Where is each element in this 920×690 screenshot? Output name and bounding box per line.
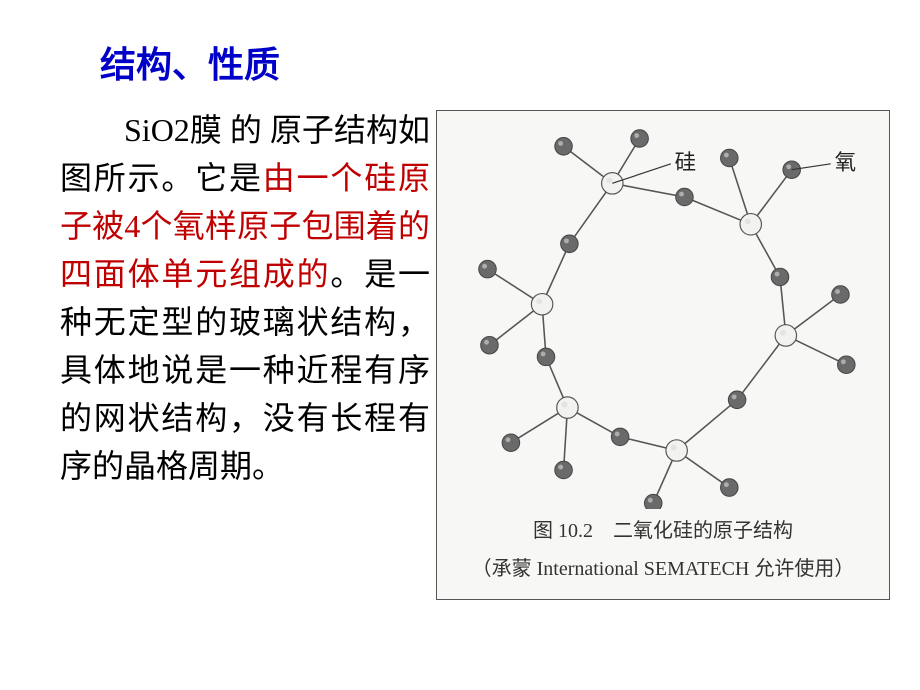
silicon-atom (775, 325, 796, 346)
oxygen-atom (832, 286, 850, 304)
oxygen-atom (644, 494, 662, 509)
slide: 结构、性质 SiO2膜 的 原子结构如图所示。它是由一个硅原子被4个氧样原子包围… (0, 0, 920, 690)
content-row: SiO2膜 的 原子结构如图所示。它是由一个硅原子被4个氧样原子包围着的四面体单… (60, 106, 890, 600)
figure-caption-1: 图 10.2 二氧化硅的原子结构 (445, 515, 881, 547)
oxygen-atom (555, 461, 573, 479)
oxygen-atom (771, 268, 789, 286)
oxygen-atom (555, 138, 573, 156)
silicon-atom (666, 440, 687, 461)
slide-title: 结构、性质 (100, 36, 890, 88)
body-paragraph: SiO2膜 的 原子结构如图所示。它是由一个硅原子被4个氧样原子包围着的四面体单… (60, 106, 430, 490)
sio2-svg: 硅氧 (445, 119, 881, 509)
text-column: SiO2膜 的 原子结构如图所示。它是由一个硅原子被4个氧样原子包围着的四面体单… (60, 106, 430, 490)
oxygen-atom (631, 130, 649, 148)
oxygen-atom (479, 260, 497, 278)
sio2-diagram: 硅氧 (445, 119, 881, 509)
oxygen-atom (676, 188, 694, 206)
oxygen-atom (721, 149, 739, 167)
silicon-atom (557, 397, 578, 418)
label-oxygen: 氧 (835, 151, 856, 175)
oxygen-atom (721, 479, 739, 497)
oxygen-atom (611, 428, 629, 446)
label-silicon: 硅 (675, 151, 696, 175)
oxygen-atom (502, 434, 520, 452)
oxygen-atom (783, 161, 801, 179)
oxygen-atom (481, 336, 499, 354)
silicon-atom (740, 214, 761, 235)
oxygen-atom (728, 391, 746, 409)
oxygen-atom (537, 348, 555, 366)
oxygen-atom (838, 356, 856, 374)
figure-caption-2: （承蒙 International SEMATECH 允许使用） (445, 553, 881, 585)
oxygen-atom (561, 235, 579, 253)
figure-panel: 硅氧 图 10.2 二氧化硅的原子结构 （承蒙 International SE… (436, 110, 890, 600)
silicon-atom (531, 294, 552, 315)
